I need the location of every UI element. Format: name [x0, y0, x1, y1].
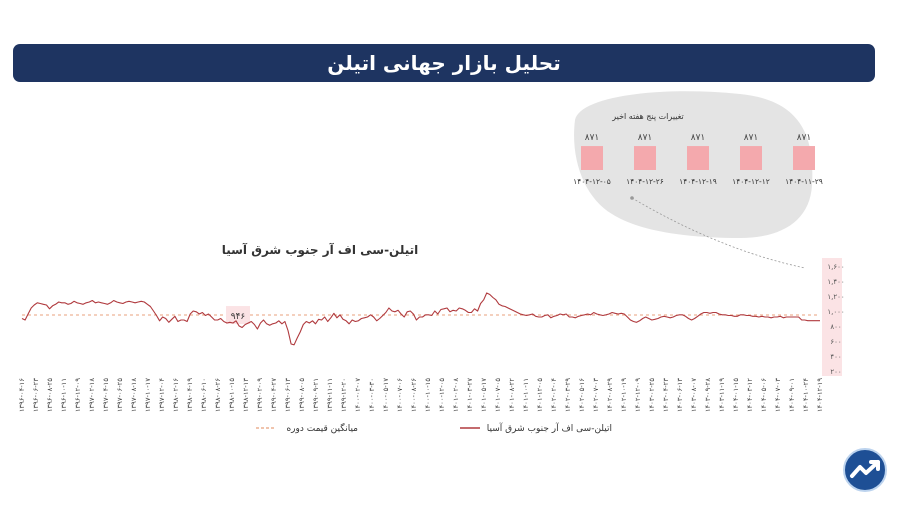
y-tick-label: ۱,۶۰۰ — [827, 263, 844, 271]
x-tick-label: ۱۴۰۳-۰۶-۱۳ — [676, 378, 684, 412]
y-tick-label: ۸۰۰ — [830, 323, 841, 331]
x-tick-label: ۱۴۰۱-۰۸-۲۲ — [508, 378, 516, 412]
x-tick-label: ۱۳۹۸-۰۶-۱۰ — [200, 378, 208, 412]
inset-category-label: ۱۴۰۴-۱۲-۰۵ — [573, 177, 611, 186]
x-tick-label: ۱۴۰۰-۰۳-۳۰ — [368, 378, 376, 412]
header-banner: تحلیل بازار جهانی اتیلن — [13, 44, 875, 82]
x-tick-label: ۱۴۰۴-۰۳-۱۲ — [746, 378, 754, 412]
x-tick-label: ۱۴۰۴-۰۱-۱۵ — [732, 378, 740, 412]
y-tick-label: ۴۰۰ — [830, 353, 841, 361]
x-tick-label: ۱۴۰۰-۰۷-۰۶ — [396, 378, 404, 412]
inset-value-label: ۸۷۱ — [638, 133, 653, 143]
x-tick-label: ۱۴۰۴-۱۲-۱۹ — [816, 378, 824, 412]
x-tick-label: ۱۳۹۶-۱۰-۱۱ — [60, 378, 68, 412]
x-tick-label: ۱۴۰۲-۰۲-۰۴ — [550, 378, 558, 412]
x-tick-label: ۱۳۹۷-۰۸-۱۸ — [130, 378, 138, 412]
x-tick-label: ۱۳۹۸-۱۲-۱۳ — [242, 378, 250, 412]
inset-bar — [793, 146, 815, 170]
x-tick-label: ۱۴۰۲-۱۰-۱۹ — [620, 378, 628, 412]
inset-connector-dot — [630, 196, 634, 200]
x-tick-label: ۱۳۹۹-۱۱-۱۱ — [326, 378, 334, 412]
x-tick-label: ۱۳۹۶-۰۶-۲۳ — [32, 378, 40, 412]
inset-category-label: ۱۴۰۴-۱۲-۱۲ — [732, 177, 770, 186]
brand-logo — [843, 448, 887, 492]
trend-logo-icon — [850, 460, 880, 478]
x-tick-label: ۱۳۹۷-۱۲-۰۴ — [158, 378, 166, 412]
legend-label-average: میانگین قیمت دوره — [286, 422, 358, 434]
page-title: تحلیل بازار جهانی اتیلن — [327, 51, 561, 75]
x-tick-label: ۱۴۰۰-۰۲-۰۷ — [354, 378, 362, 412]
y-tick-label: ۱,۰۰۰ — [827, 308, 844, 316]
x-tick-label: ۱۴۰۳-۰۸-۰۷ — [690, 378, 698, 412]
x-tick-label: ۱۴۰۲-۱۲-۰۹ — [634, 378, 642, 412]
y-tick-label: ۱,۲۰۰ — [827, 293, 844, 301]
x-tick-label: ۱۳۹۷-۱۰-۱۷ — [144, 378, 152, 412]
chart-title: اتیلن-سی اف آر جنوب شرق آسیا — [222, 242, 419, 258]
x-tick-label: ۱۴۰۱-۱۰-۱۱ — [522, 378, 530, 412]
y-tick-label: ۲۰۰ — [830, 368, 841, 376]
x-tick-label: ۱۳۹۹-۰۶-۱۳ — [284, 378, 292, 412]
x-tick-label: ۱۴۰۲-۰۸-۲۹ — [606, 378, 614, 412]
x-tick-label: ۱۴۰۴-۰۷-۰۳ — [774, 378, 782, 412]
average-value-label: ۹۴۶ — [231, 312, 246, 322]
inset-category-label: ۱۴۰۴-۱۲-۲۶ — [626, 177, 664, 186]
x-tick-label: ۱۴۰۱-۰۲-۰۸ — [452, 378, 460, 412]
inset-value-label: ۸۷۱ — [744, 133, 759, 143]
inset-bar — [581, 146, 603, 170]
inset-bar — [687, 146, 709, 170]
x-tick-label: ۱۴۰۰-۱۲-۰۵ — [438, 378, 446, 412]
x-tick-label: ۱۴۰۰-۱۰-۱۵ — [424, 378, 432, 412]
x-tick-label: ۱۳۹۷-۰۶-۲۵ — [116, 378, 124, 412]
inset-value-label: ۸۷۱ — [691, 133, 706, 143]
inset-category-label: ۱۴۰۴-۱۲-۱۹ — [679, 177, 717, 186]
x-tick-label: ۱۳۹۹-۰۴-۲۷ — [270, 378, 278, 412]
x-tick-label: ۱۴۰۲-۰۳-۲۹ — [564, 378, 572, 412]
inset-value-label: ۸۷۱ — [585, 133, 600, 143]
x-tick-label: ۱۴۰۰-۰۵-۱۷ — [382, 378, 390, 412]
x-tick-label: ۱۳۹۸-۰۸-۲۶ — [214, 378, 222, 412]
x-tick-label: ۱۴۰۳-۰۹-۲۸ — [704, 378, 712, 412]
x-tick-label: ۱۳۹۹-۰۲-۰۹ — [256, 378, 264, 412]
inset-bar — [740, 146, 762, 170]
x-tick-label: ۱۴۰۲-۰۵-۱۶ — [578, 378, 586, 412]
x-tick-label: ۱۳۹۹-۰۹-۲۱ — [312, 378, 320, 412]
average-badge — [226, 306, 250, 325]
x-tick-label: ۱۴۰۱-۰۷-۰۵ — [494, 378, 502, 412]
y-tick-label: ۱,۴۰۰ — [827, 278, 844, 286]
x-tick-label: ۱۳۹۶-۰۴-۱۶ — [18, 378, 26, 412]
x-tick-label: ۱۴۰۰-۰۸-۲۶ — [410, 378, 418, 412]
inset-connector — [631, 197, 806, 269]
inset-bar — [634, 146, 656, 170]
y-tick-label: ۶۰۰ — [830, 338, 841, 346]
x-tick-label: ۱۴۰۳-۱۱-۱۹ — [718, 378, 726, 412]
x-tick-label: ۱۳۹۹-۰۸-۰۵ — [298, 378, 306, 412]
x-tick-label: ۱۳۹۶-۱۲-۰۹ — [74, 378, 82, 412]
x-tick-label: ۱۳۹۸-۰۲-۱۶ — [172, 378, 180, 412]
x-tick-label: ۱۳۹۸-۱۰-۱۵ — [228, 378, 236, 412]
x-tick-label: ۱۳۹۹-۱۲-۲۰ — [340, 378, 348, 412]
x-tick-label: ۱۳۹۷-۰۲-۱۸ — [88, 378, 96, 412]
x-tick-label: ۱۴۰۴-۰۹-۰۱ — [788, 378, 796, 412]
x-tick-label: ۱۴۰۱-۰۳-۲۷ — [466, 378, 474, 412]
y-axis-panel — [822, 258, 842, 376]
x-tick-label: ۱۴۰۲-۰۷-۰۳ — [592, 378, 600, 412]
x-tick-label: ۱۳۹۷-۰۴-۱۵ — [102, 378, 110, 412]
inset-value-label: ۸۷۱ — [797, 133, 812, 143]
series-line — [21, 292, 820, 346]
inset-title: تغییرات پنج هفته اخیر — [611, 112, 683, 121]
x-tick-label: ۱۴۰۳-۰۴-۲۳ — [662, 378, 670, 412]
inset-category-label: ۱۴۰۴-۱۱-۲۹ — [785, 177, 823, 186]
x-tick-label: ۱۴۰۴-۱۰-۲۴ — [802, 378, 810, 412]
x-tick-label: ۱۴۰۱-۰۵-۱۷ — [480, 378, 488, 412]
x-tick-label: ۱۴۰۱-۱۲-۰۵ — [536, 378, 544, 412]
x-tick-label: ۱۴۰۴-۰۵-۰۶ — [760, 378, 768, 412]
x-tick-label: ۱۳۹۸-۰۴-۱۹ — [186, 378, 194, 412]
x-tick-label: ۱۳۹۶-۰۸-۲۵ — [46, 378, 54, 412]
x-tick-label: ۱۴۰۳-۰۲-۲۵ — [648, 378, 656, 412]
legend-label-series: اتیلن-سی اف آر جنوب شرق آسیا — [487, 422, 612, 434]
